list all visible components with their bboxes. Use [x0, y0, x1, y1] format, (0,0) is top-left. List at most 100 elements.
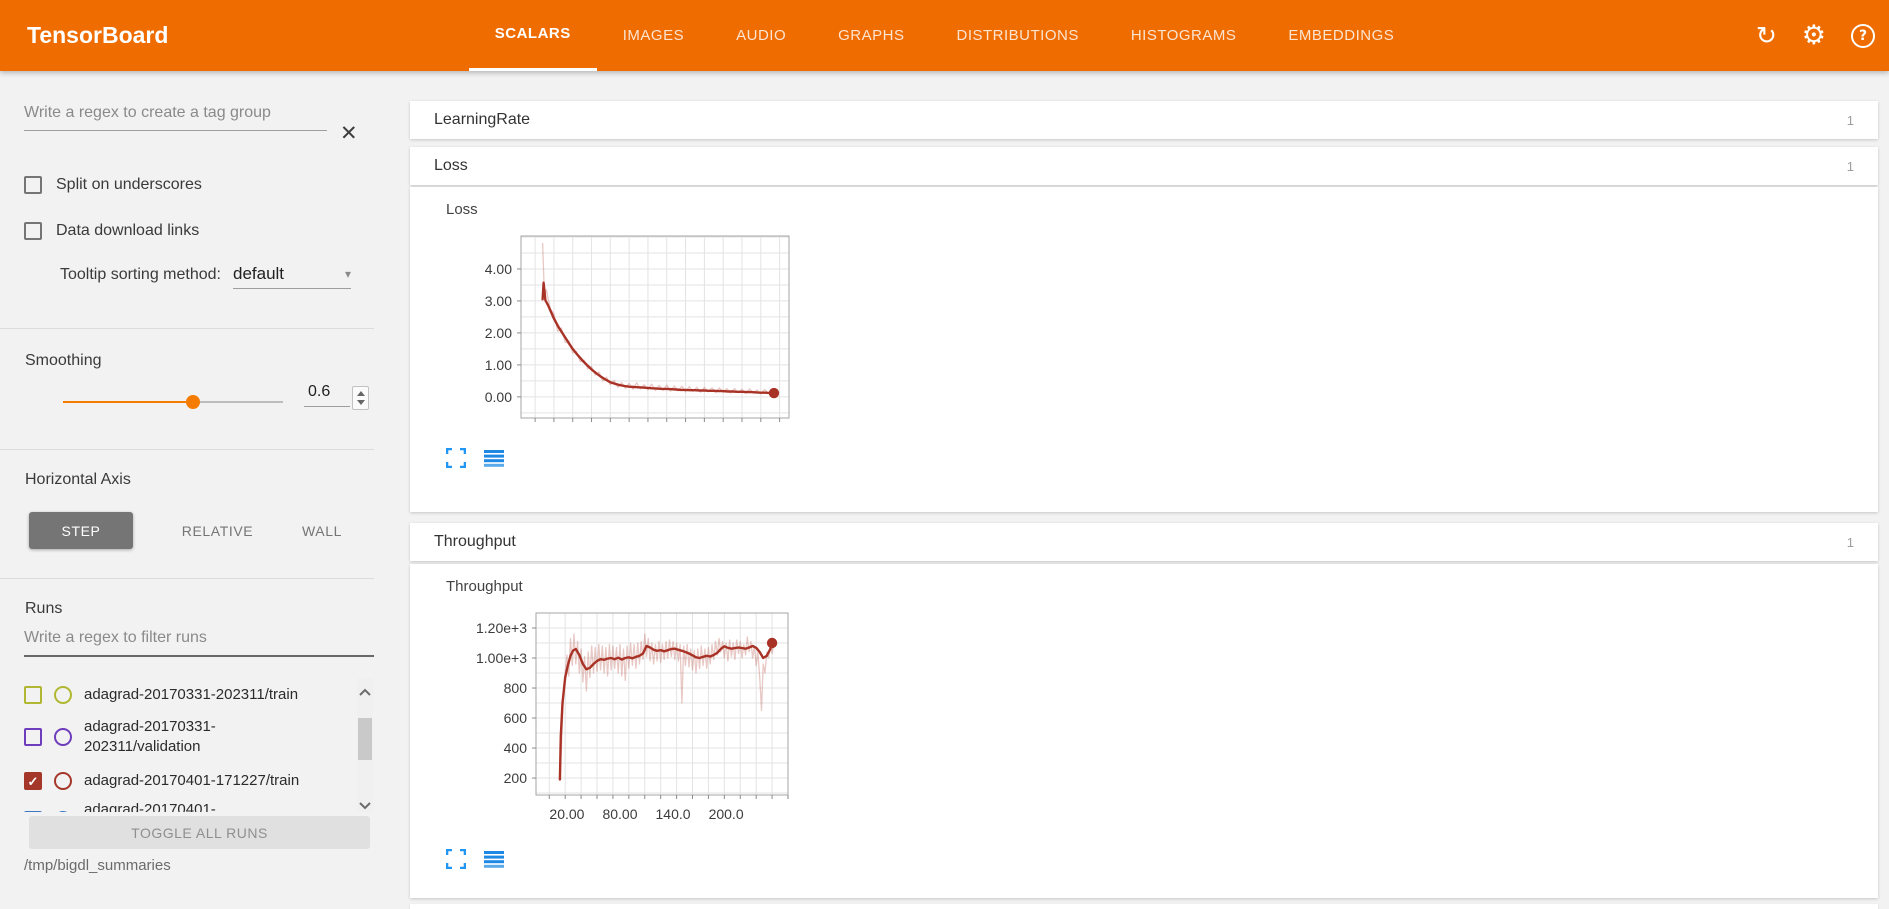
- tooltip-sort-select[interactable]: default ▾: [232, 264, 351, 289]
- stepper-up-icon[interactable]: [356, 391, 365, 396]
- run-label: adagrad-20170331-202311/validation: [84, 717, 216, 755]
- axis-wall-button[interactable]: WALL: [301, 522, 342, 539]
- smoothing-slider-fill: [63, 401, 193, 403]
- section-learningrate[interactable]: LearningRate 1: [410, 101, 1878, 139]
- divider: [0, 328, 374, 329]
- refresh-icon[interactable]: ↻: [1755, 21, 1777, 50]
- run-list-scrollbar[interactable]: [357, 678, 373, 812]
- tab-scalars[interactable]: SCALARS: [468, 0, 597, 71]
- nav-tabs: SCALARS IMAGES AUDIO GRAPHS DISTRIBUTION…: [0, 0, 1889, 71]
- section-loss[interactable]: Loss 1: [410, 147, 1878, 185]
- run-row[interactable]: ✓ adagrad-20170401-171227/train: [24, 762, 356, 800]
- run-row[interactable]: adagrad-20170401-171227/validation: [24, 800, 356, 812]
- fullscreen-icon[interactable]: [446, 448, 466, 468]
- log-directory-path: /tmp/bigdl_summaries: [24, 857, 171, 874]
- throughput-chart: 1.20e+3 1.00e+3 800 600 400 200 20.00 80.00 140.…: [446, 601, 806, 837]
- sidebar: ✕ Split on underscores Data download lin…: [0, 71, 398, 907]
- loss-chart-card: Loss 4.00 3.00 2.00 1.00 0.00: [446, 201, 806, 468]
- section-title: LearningRate: [434, 111, 531, 128]
- throughput-chart-card: Throughput 1.20e+3 1.00e+3 800 600 400 200 20.…: [446, 578, 806, 869]
- data-download-checkbox[interactable]: [24, 222, 42, 240]
- chart-menu-icon[interactable]: [484, 850, 504, 868]
- chart-actions: [446, 849, 806, 869]
- chart-menu-icon[interactable]: [484, 449, 504, 467]
- smoothing-value-input[interactable]: 0.6: [304, 383, 350, 407]
- tab-embeddings[interactable]: EMBEDDINGS: [1288, 27, 1395, 44]
- section-title: Loss: [434, 157, 468, 174]
- run-label: adagrad-20170331-202311/train: [84, 685, 299, 703]
- scroll-down-icon[interactable]: [359, 797, 371, 810]
- loss-chart: 4.00 3.00 2.00 1.00 0.00: [446, 224, 806, 436]
- split-underscores-checkbox[interactable]: [24, 176, 42, 194]
- axis-step-button[interactable]: STEP: [29, 512, 133, 549]
- svg-text:2.00: 2.00: [485, 325, 512, 341]
- svg-text:1.00: 1.00: [485, 357, 512, 373]
- run-label: adagrad-20170401-171227/train: [84, 771, 300, 789]
- run-label: adagrad-20170401-171227/validation: [84, 801, 216, 812]
- svg-text:80.00: 80.00: [602, 806, 637, 822]
- horizontal-axis-heading: Horizontal Axis: [25, 471, 131, 488]
- run-checkbox[interactable]: [24, 811, 42, 812]
- smoothing-slider-thumb[interactable]: [186, 395, 200, 409]
- svg-text:1.20e+3: 1.20e+3: [476, 620, 527, 636]
- smoothing-slider[interactable]: [63, 401, 283, 403]
- chart-actions: [446, 448, 806, 468]
- svg-text:20.00: 20.00: [549, 806, 584, 822]
- chart-title: Loss: [446, 201, 478, 218]
- settings-gear-icon[interactable]: ⚙: [1801, 20, 1826, 51]
- axis-relative-button[interactable]: RELATIVE: [181, 522, 254, 539]
- tab-images[interactable]: IMAGES: [622, 27, 685, 44]
- app-header: TensorBoard SCALARS IMAGES AUDIO GRAPHS …: [0, 0, 1889, 71]
- scrollbar-thumb[interactable]: [358, 718, 372, 760]
- help-icon[interactable]: ?: [1851, 23, 1875, 48]
- tag-filter-wrap: [24, 104, 327, 131]
- runs-filter-wrap: [24, 629, 374, 657]
- run-color-swatch: [54, 728, 72, 746]
- app-logo: TensorBoard: [27, 22, 169, 48]
- loss-panel: Loss 4.00 3.00 2.00 1.00 0.00: [410, 187, 1878, 512]
- svg-text:600: 600: [504, 710, 528, 726]
- main-content: LearningRate 1 Loss 1 Loss 4.00 3.00 2.00 1…: [410, 71, 1878, 909]
- horizontal-axis-buttons: STEP RELATIVE WALL: [29, 512, 352, 549]
- run-color-swatch: [54, 772, 72, 790]
- tab-distributions[interactable]: DISTRIBUTIONS: [956, 27, 1079, 44]
- divider: [0, 449, 374, 450]
- divider: [0, 578, 374, 579]
- svg-text:800: 800: [504, 680, 528, 696]
- close-icon[interactable]: ✕: [340, 121, 358, 145]
- tab-histograms[interactable]: HISTOGRAMS: [1130, 27, 1237, 44]
- fullscreen-icon[interactable]: [446, 849, 466, 869]
- stepper-down-icon[interactable]: [356, 400, 365, 405]
- chart-title: Throughput: [446, 578, 523, 595]
- run-checkbox[interactable]: [24, 686, 42, 704]
- section-count-badge: 1: [1846, 112, 1854, 128]
- scroll-up-icon[interactable]: [359, 683, 371, 696]
- tag-filter-input[interactable]: [24, 104, 327, 131]
- run-row[interactable]: adagrad-20170331-202311/validation: [24, 712, 356, 762]
- svg-text:0.00: 0.00: [485, 389, 512, 405]
- smoothing-stepper[interactable]: [352, 386, 369, 410]
- runs-filter-input[interactable]: [24, 629, 374, 657]
- runs-heading: Runs: [25, 600, 63, 617]
- toggle-all-runs-button[interactable]: TOGGLE ALL RUNS: [29, 816, 370, 849]
- svg-text:200.0: 200.0: [709, 806, 744, 822]
- run-checkbox[interactable]: ✓: [24, 772, 42, 790]
- header-actions: ↻ ⚙ ?: [1756, 0, 1875, 71]
- svg-text:4.00: 4.00: [485, 261, 512, 277]
- run-row[interactable]: adagrad-20170331-202311/train: [24, 678, 356, 712]
- svg-text:1.00e+3: 1.00e+3: [476, 650, 527, 666]
- section-count-badge: 1: [1846, 534, 1854, 550]
- tab-graphs[interactable]: GRAPHS: [838, 27, 905, 44]
- svg-text:200: 200: [504, 770, 528, 786]
- data-download-row[interactable]: Data download links: [24, 222, 199, 240]
- run-checkbox[interactable]: [24, 728, 42, 746]
- throughput-panel: Throughput 1.20e+3 1.00e+3 800 600 400 200 20.…: [410, 564, 1878, 898]
- section-throughput[interactable]: Throughput 1: [410, 523, 1878, 561]
- svg-text:140.0: 140.0: [656, 806, 691, 822]
- section-title: Throughput: [434, 533, 516, 550]
- split-underscores-row[interactable]: Split on underscores: [24, 176, 202, 194]
- run-color-swatch: [54, 811, 72, 812]
- tab-audio[interactable]: AUDIO: [736, 27, 787, 44]
- run-color-swatch: [54, 686, 72, 704]
- svg-text:3.00: 3.00: [485, 293, 512, 309]
